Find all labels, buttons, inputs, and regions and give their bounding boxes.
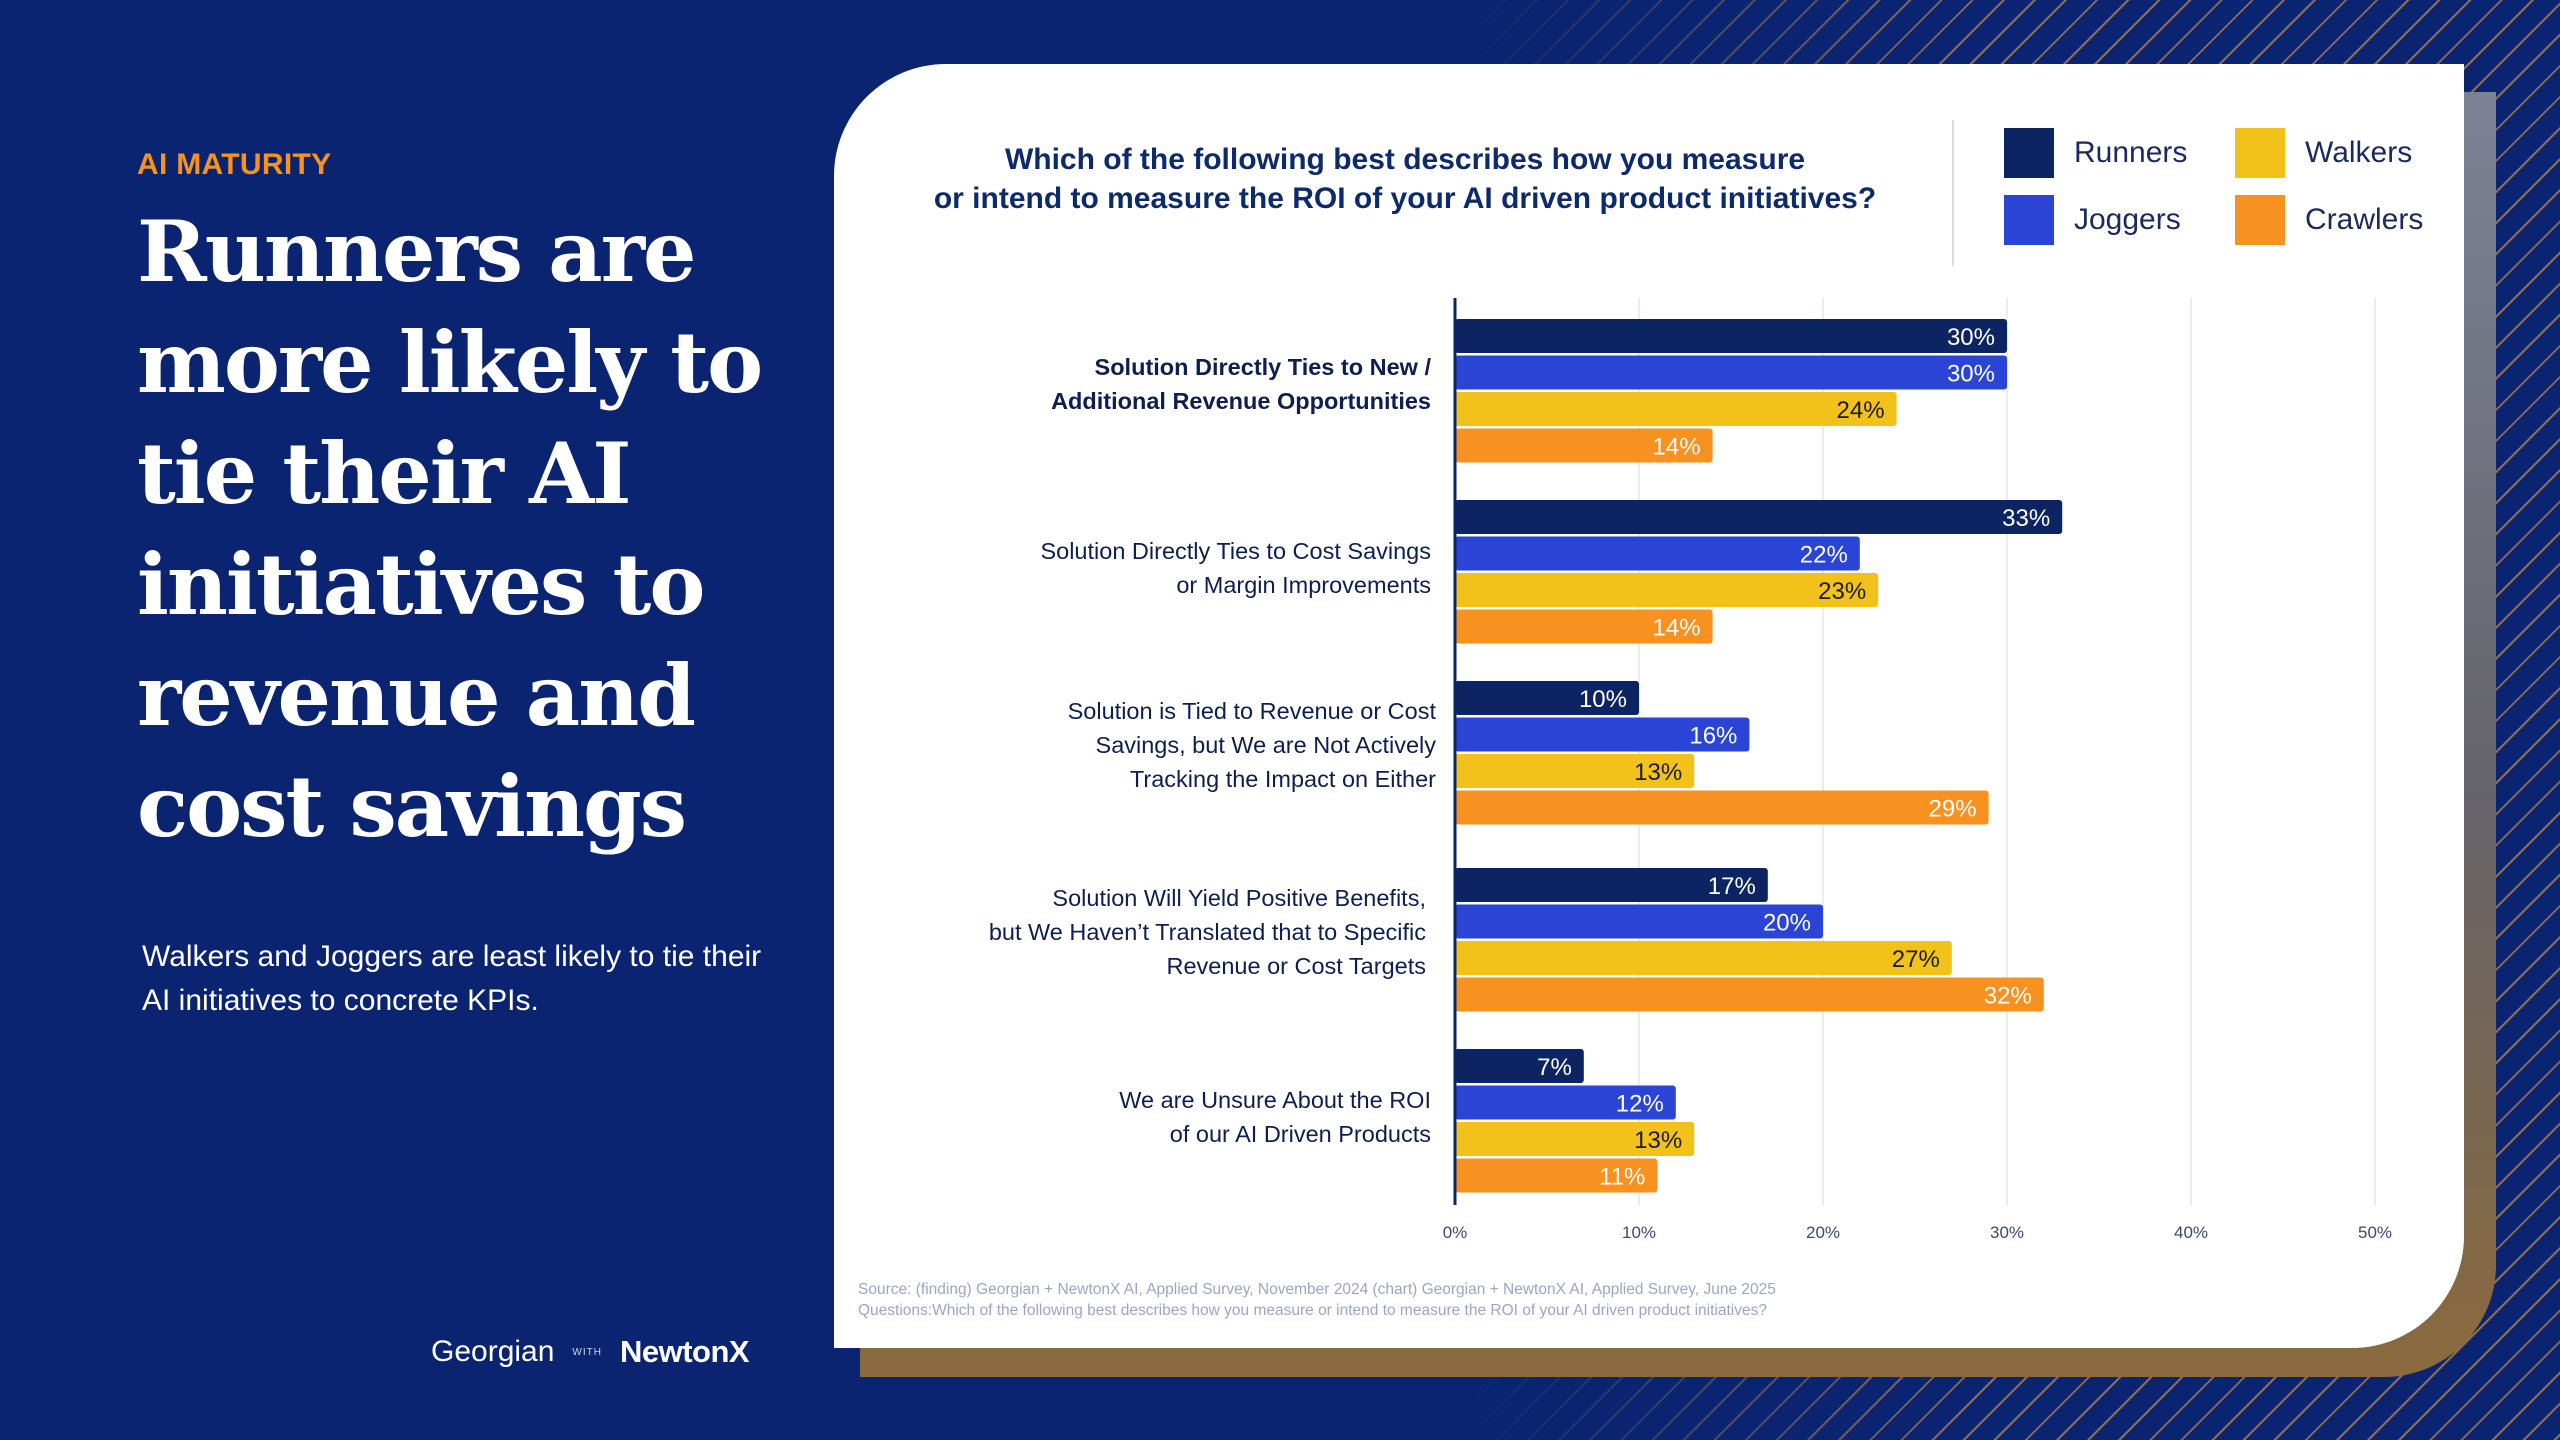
bar-runners-3 [1455,868,1768,902]
category-label-2-line-0: Solution is Tied to Revenue or Cost [1068,698,1437,724]
x-tick-label-20: 20% [1806,1223,1840,1242]
legend-label-runners: Runners [2074,136,2188,169]
bar-runners-0 [1455,319,2007,353]
bar-label-runners-4: 7% [1537,1054,1572,1081]
legend-item-joggers: Joggers [2004,195,2181,245]
legend-divider [1952,120,1954,266]
x-tick-label-10: 10% [1622,1223,1656,1242]
bar-runners-4 [1455,1049,1584,1083]
bar-walkers-0 [1455,392,1897,426]
bar-joggers-3 [1455,904,1823,939]
category-label-3-line-0: Solution Will Yield Positive Benefits, [1052,885,1426,911]
bar-walkers-4 [1455,1122,1695,1156]
legend-item-runners: Runners [2004,128,2187,178]
bar-label-walkers-0: 24% [1837,397,1885,424]
category-label-3-line-1: but We Haven’t Translated that to Specif… [989,919,1426,945]
bar-label-walkers-4: 13% [1634,1127,1682,1154]
legend-swatch-walkers [2235,128,2285,178]
bar-label-crawlers-1: 14% [1653,615,1701,642]
source-line-1: Source: (finding) Georgian + NewtonX AI,… [858,1281,1776,1298]
category-label-4-line-0: We are Unsure About the ROI [1119,1087,1431,1113]
bar-joggers-2 [1455,717,1750,752]
legend-label-crawlers: Crawlers [2305,203,2424,236]
bar-label-runners-2: 10% [1579,686,1627,713]
page-subtext: Walkers and Joggers are least likely to … [142,940,762,1017]
bar-walkers-2 [1455,754,1695,788]
bar-label-walkers-1: 23% [1818,578,1866,605]
chart-title-line-1: Which of the following best describes ho… [1004,143,1806,176]
newtonx-logo: NewtonX [619,1334,750,1369]
legend-swatch-runners [2004,128,2054,178]
x-tick-label-0: 0% [1443,1223,1468,1242]
category-label-1-line-1: or Margin Improvements [1176,572,1431,598]
category-label-3-line-2: Revenue or Cost Targets [1166,953,1426,979]
bar-joggers-4 [1455,1085,1676,1120]
bar-label-joggers-0: 30% [1947,361,1995,388]
category-label-0-line-0: Solution Directly Ties to New / [1095,354,1432,380]
x-tick-label-40: 40% [2174,1223,2208,1242]
category-label-4-line-1: of our AI Driven Products [1170,1121,1431,1147]
x-tick-label-50: 50% [2358,1223,2392,1242]
bar-label-joggers-2: 16% [1689,723,1737,750]
bar-crawlers-1 [1455,609,1713,644]
bar-joggers-1 [1455,536,1860,571]
bar-crawlers-0 [1455,428,1713,463]
legend-swatch-joggers [2004,195,2054,245]
bar-joggers-0 [1455,355,2007,390]
section-eyebrow: AI MATURITY [137,148,332,181]
category-label-1-line-0: Solution Directly Ties to Cost Savings [1040,538,1431,564]
bar-label-runners-1: 33% [2002,505,2050,532]
bar-walkers-3 [1455,941,1952,975]
source-line-2: Questions:Which of the following best de… [858,1302,1767,1319]
georgian-logo: Georgian [431,1335,555,1368]
chart-title-line-2: or intend to measure the ROI of your AI … [933,182,1877,215]
bar-label-runners-3: 17% [1708,873,1756,900]
bar-crawlers-3 [1455,977,2044,1012]
category-label-0-line-1: Additional Revenue Opportunities [1051,388,1431,414]
chart-title: Which of the following best describes ho… [905,140,1905,218]
bar-label-crawlers-4: 11% [1599,1164,1645,1191]
legend-item-crawlers: Crawlers [2235,195,2423,245]
bar-label-walkers-3: 27% [1892,946,1940,973]
brand-with-label: WITH [572,1346,602,1358]
brand-footer: Georgian WITH NewtonX [431,1334,750,1370]
source-note: Source: (finding) Georgian + NewtonX AI,… [858,1279,1776,1321]
bar-walkers-1 [1455,573,1879,607]
x-tick-label-30: 30% [1990,1223,2024,1242]
bar-label-crawlers-3: 32% [1984,983,2032,1010]
bar-label-joggers-1: 22% [1800,542,1848,569]
bar-label-crawlers-0: 14% [1653,434,1701,461]
bar-crawlers-4 [1455,1158,1658,1193]
page-headline: Runners are more likely to tie their AI … [137,202,763,856]
category-label-2-line-1: Savings, but We are Not Actively [1096,732,1437,758]
bar-crawlers-2 [1455,790,1989,825]
legend-item-walkers: Walkers [2235,128,2412,178]
bar-label-joggers-3: 20% [1763,910,1811,937]
bar-runners-1 [1455,500,2063,534]
category-label-2-line-2: Tracking the Impact on Either [1130,766,1436,792]
legend-swatch-crawlers [2235,195,2285,245]
legend-label-walkers: Walkers [2305,136,2413,169]
bar-label-joggers-4: 12% [1616,1091,1664,1118]
bar-label-crawlers-2: 29% [1929,796,1977,823]
bar-label-walkers-2: 13% [1634,759,1682,786]
bar-runners-2 [1455,681,1639,715]
legend-label-joggers: Joggers [2074,203,2181,236]
bar-label-runners-0: 30% [1947,324,1995,351]
